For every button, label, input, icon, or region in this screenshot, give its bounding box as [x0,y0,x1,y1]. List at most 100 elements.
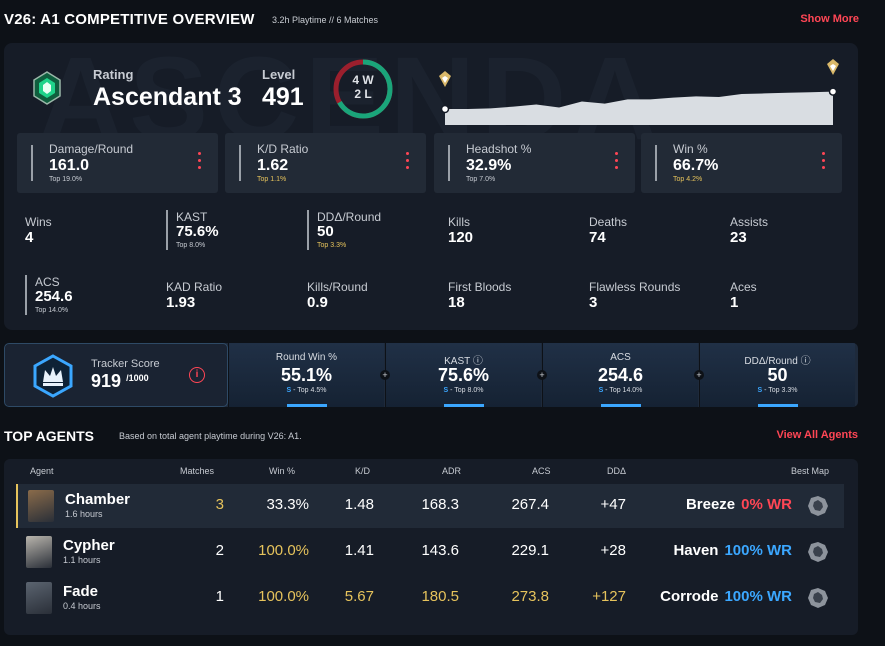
agent-adr: 168.3 [421,496,459,513]
wins-record: 4 W [331,73,395,87]
stat-bar-indicator [448,145,450,181]
rank-rating-sparkline [430,55,844,125]
win-loss-text: 4 W 2 L [331,73,395,101]
tracker-score-value: 919 /1000 [91,371,149,392]
col-header-best-map: Best Map [791,466,829,476]
stat-cell: Aces 1 [730,271,858,323]
col-header-win: Win % [269,466,295,476]
sparkline-end-point [830,88,837,95]
stat-bar-indicator [31,145,33,181]
stat-label: KAD Ratio [166,280,222,294]
stat-value: 66.7% [673,157,718,175]
stat-label: K/D Ratio [257,142,308,156]
tracker-metric-percentile: S - Top 8.0% [386,387,541,394]
stat-label: Win % [673,142,708,156]
stat-label: Kills [448,215,470,229]
show-more-link[interactable]: Show More [800,13,859,25]
best-map-name: Breeze [686,496,735,513]
tracker-score-bar: Tracker Score 919 /1000 i Round Win % 55.… [4,343,858,407]
plus-separator-icon: + [380,370,390,380]
more-options-icon[interactable] [406,152,410,172]
stat-cell: Flawless Rounds 3 [589,271,725,323]
tracker-metric-value: 55.1% [229,365,384,386]
plus-separator-icon: + [694,370,704,380]
stat-cell: Kills/Round 0.9 [307,271,443,323]
agent-kd: 1.41 [345,542,374,559]
stat-percentile: Top 19.0% [49,176,82,183]
agent-matches: 3 [216,496,224,513]
tracker-metric-label-text: Round Win % [276,352,337,363]
agent-acs: 273.8 [511,588,549,605]
stat-value: 254.6 [35,288,73,305]
stat-card[interactable]: Damage/Round 161.0 Top 19.0% [17,133,218,193]
top-agents-table: Agent Matches Win % K/D ADR ACS DDΔ Best… [4,459,858,635]
tracker-info-icon[interactable]: i [189,367,205,383]
stat-value: 1.62 [257,157,288,175]
agent-avatar [26,582,52,614]
page-title: V26: A1 COMPETITIVE OVERVIEW [4,11,255,28]
col-header-agent: Agent [30,466,54,476]
tracker-metric-value: 50 [700,365,855,386]
best-map-winrate: 100% WR [724,588,792,605]
agent-dd: +28 [601,542,626,559]
best-map: Corrode 100% WR [660,588,792,605]
tracker-crown-icon [31,354,75,398]
agent-acs: 229.1 [511,542,549,559]
stat-label: Aces [730,280,757,294]
agent-name: Fade [63,583,98,600]
col-header-adr: ADR [442,466,461,476]
map-icon [806,494,830,518]
percentile-text: - Top 8.0% [448,387,483,394]
overview-page: V26: A1 COMPETITIVE OVERVIEW 3.2h Playti… [0,0,885,646]
tracker-metric-label: Round Win % [229,352,384,363]
stat-percentile: Top 14.0% [35,307,68,314]
percentile-text: - Top 14.0% [603,387,642,394]
stat-percentile: Top 7.0% [466,176,495,183]
tracker-metric-cell: Round Win % 55.1% S - Top 4.5% [228,343,384,407]
rating-value: Ascendant 3 [93,83,242,112]
stat-card[interactable]: Headshot % 32.9% Top 7.0% [434,133,635,193]
stat-label: Damage/Round [49,142,133,156]
view-all-agents-link[interactable]: View All Agents [776,429,858,441]
level-value: 491 [262,83,304,112]
overview-card: ASCENDA Rating Ascendant 3 Level 491 4 W… [4,43,858,330]
plus-separator-icon: + [537,370,547,380]
stat-value: 161.0 [49,157,89,175]
stat-cell: Deaths 74 [589,206,725,258]
map-icon [806,586,830,610]
tracker-metric-label: ACS [543,352,698,363]
tracker-metric-cell: ACS 254.6 S - Top 14.0% [542,343,698,407]
stat-percentile: Top 8.0% [176,242,205,249]
percentile-text: - Top 3.3% [762,387,797,394]
agent-row[interactable]: Cypher 1.1 hours 2 100.0% 1.41 143.6 229.1 +28 H… [16,530,844,574]
top-agents-subtitle: Based on total agent playtime during V26… [119,431,302,441]
more-options-icon[interactable] [198,152,202,172]
col-header-matches: Matches [180,466,214,476]
agent-dd: +127 [592,588,626,605]
stat-value: 0.9 [307,294,328,311]
stat-label: Headshot % [466,142,531,156]
stat-cell: First Bloods 18 [448,271,584,323]
agent-matches: 1 [216,588,224,605]
tracker-metric-percentile: S - Top 14.0% [543,387,698,394]
stat-label: Assists [730,215,768,229]
agent-hours: 1.1 hours [63,555,101,565]
stat-value: 120 [448,229,473,246]
tracker-metric-cell: KAST ⓘ 75.6% S - Top 8.0% [385,343,541,407]
more-options-icon[interactable] [822,152,826,172]
agent-row[interactable]: Chamber 1.6 hours 3 33.3% 1.48 168.3 267.4 +47 B… [16,484,844,528]
end-rank-badge-icon [827,59,839,75]
stat-cell: Kills 120 [448,206,584,258]
top-agents-title: TOP AGENTS [4,428,94,444]
agent-name: Chamber [65,491,130,508]
stat-card[interactable]: K/D Ratio 1.62 Top 1.1% [225,133,426,193]
stat-value: 4 [25,229,33,246]
playtime-summary: 3.2h Playtime // 6 Matches [272,15,378,25]
tracker-score-max: /1000 [126,373,149,383]
ascendant-rank-icon [32,71,62,105]
stat-cell: Wins 4 [25,206,161,258]
stat-card[interactable]: Win % 66.7% Top 4.2% [641,133,842,193]
stat-value: 32.9% [466,157,511,175]
more-options-icon[interactable] [615,152,619,172]
agent-row[interactable]: Fade 0.4 hours 1 100.0% 5.67 180.5 273.8 +127 Co… [16,576,844,620]
